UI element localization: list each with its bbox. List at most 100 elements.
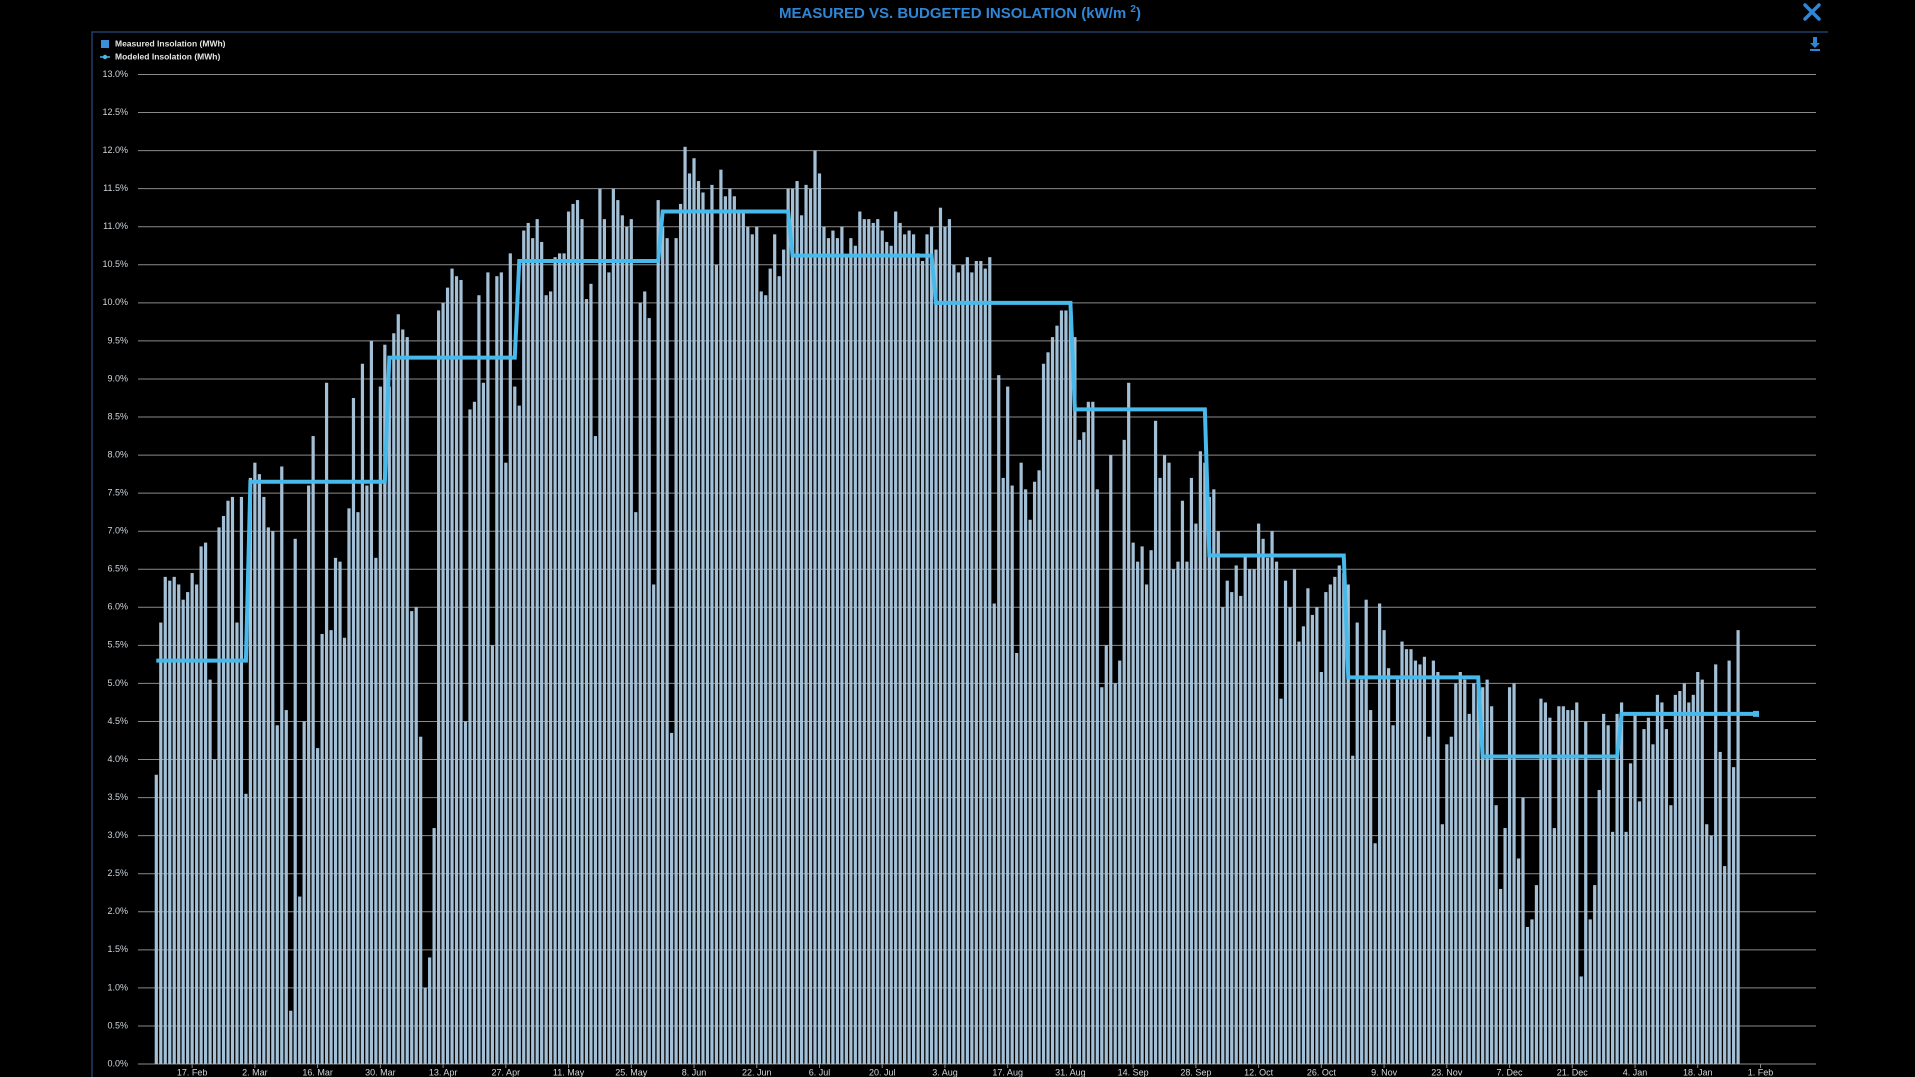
close-stroke[interactable] (1803, 3, 1821, 21)
bar (956, 272, 960, 1064)
bar (1288, 607, 1292, 1064)
bar (168, 580, 172, 1064)
bar (199, 546, 203, 1064)
x-tick-label: 25. May (615, 1067, 648, 1077)
bar (1454, 683, 1458, 1064)
bar (1055, 325, 1059, 1064)
bar (535, 219, 539, 1064)
bar (813, 150, 817, 1065)
bar (1606, 725, 1610, 1064)
bar (378, 386, 382, 1064)
bar (1696, 672, 1700, 1064)
bar (885, 241, 889, 1064)
bar (387, 386, 391, 1064)
download-icon[interactable] (1813, 37, 1817, 43)
bar (710, 184, 714, 1064)
bar (266, 527, 270, 1064)
legend-swatch (102, 54, 108, 60)
bar (531, 238, 535, 1064)
bar (1445, 744, 1449, 1064)
bar (1723, 866, 1727, 1064)
bar (1530, 919, 1534, 1064)
bar (1619, 702, 1624, 1064)
bar (351, 397, 356, 1065)
bar (1628, 763, 1633, 1064)
title-superscript: 2 (1130, 4, 1136, 15)
x-tick-label: 18. Jan (1683, 1067, 1713, 1077)
y-tick-label: 11.0% (103, 221, 128, 231)
bar (428, 957, 432, 1064)
bar (459, 280, 463, 1064)
bar (1319, 672, 1323, 1064)
bar (1458, 672, 1462, 1064)
bar (1382, 630, 1386, 1064)
bar (490, 645, 494, 1064)
legend-label: Measured Insolation (MWh) (115, 38, 226, 48)
bar (1436, 672, 1440, 1064)
bar (750, 234, 754, 1065)
bar (374, 557, 378, 1064)
x-tick-label: 3. Aug (932, 1067, 958, 1077)
bar (1360, 679, 1364, 1064)
bar (835, 238, 840, 1064)
bar (1364, 599, 1368, 1064)
bar (1427, 736, 1431, 1064)
bar (369, 340, 373, 1065)
download-icon[interactable] (1810, 43, 1820, 48)
bar (203, 542, 208, 1064)
bar (768, 268, 772, 1064)
y-tick-label: 3.0% (107, 830, 128, 840)
bar (580, 219, 584, 1064)
bar (1306, 588, 1310, 1064)
bar (1431, 660, 1435, 1064)
bar (1651, 744, 1655, 1064)
bar (598, 188, 602, 1064)
bar (257, 474, 261, 1064)
panel-border (91, 31, 1828, 1077)
bar (965, 257, 969, 1065)
bar (432, 828, 436, 1064)
bar (1485, 679, 1489, 1064)
bar (1073, 337, 1077, 1064)
bar (1234, 565, 1238, 1064)
bar (1490, 706, 1494, 1064)
bar (687, 173, 692, 1064)
bar (280, 466, 284, 1064)
bar (1664, 729, 1668, 1064)
bar (298, 896, 302, 1064)
bar (1391, 725, 1395, 1064)
bar (1153, 420, 1158, 1064)
bar (1252, 569, 1256, 1064)
bar (1198, 451, 1202, 1065)
bar (392, 333, 396, 1064)
y-tick-label: 13.0% (102, 69, 128, 79)
bar (929, 226, 934, 1064)
bar (786, 188, 790, 1064)
bar (1091, 401, 1095, 1064)
bar (773, 234, 777, 1065)
bar (1449, 736, 1453, 1064)
bar (1167, 462, 1171, 1064)
bar (791, 188, 795, 1064)
bar (486, 272, 490, 1064)
x-tick-label: 11. May (553, 1067, 585, 1077)
bar (947, 219, 952, 1064)
bar (1162, 455, 1167, 1065)
bar (549, 291, 553, 1064)
bar (862, 219, 866, 1064)
download-button[interactable] (1810, 37, 1820, 51)
close-button[interactable] (1803, 3, 1821, 21)
legend: Measured Insolation (MWh) Modeled Insolat… (100, 38, 226, 61)
bar (1324, 592, 1328, 1064)
bar (1185, 561, 1189, 1064)
download-icon[interactable] (1810, 49, 1820, 51)
bar (208, 679, 212, 1064)
bar (445, 287, 450, 1065)
bar (347, 508, 351, 1065)
bar (553, 257, 557, 1065)
bar (338, 561, 342, 1064)
bar (992, 603, 996, 1064)
bar (1669, 805, 1673, 1064)
bar (1270, 531, 1274, 1064)
y-tick-label: 2.5% (107, 868, 128, 878)
